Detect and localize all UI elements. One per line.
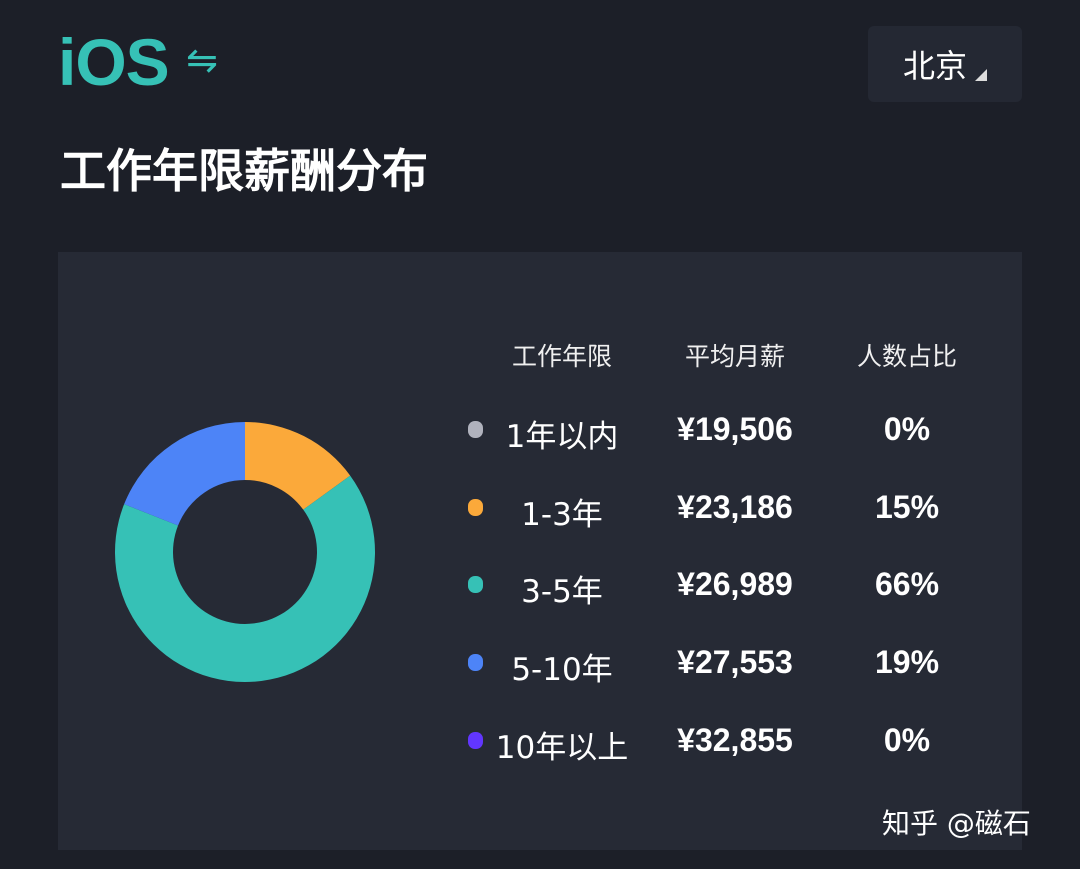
- legend-dot: [468, 499, 483, 516]
- share-cell: 15%: [874, 489, 940, 525]
- years-cell: 10年以上: [495, 730, 629, 766]
- donut-slice-5-10年: [124, 422, 245, 526]
- years-cell: 1-3年: [521, 497, 603, 533]
- legend-dot: [468, 732, 483, 749]
- legend-dot: [468, 421, 483, 438]
- donut-slice-1-3年: [245, 422, 351, 510]
- legend-dot: [468, 576, 483, 593]
- share-cell: 19%: [874, 644, 940, 680]
- dropdown-triangle-icon: [975, 69, 987, 81]
- city-dropdown[interactable]: 北京: [868, 26, 1022, 102]
- table-row: 1年以内 ¥19,506 0%: [0, 405, 1080, 455]
- table-row: 10年以上 ¥32,855 0%: [0, 716, 1080, 766]
- header-years: 工作年限: [511, 342, 612, 371]
- header-salary: 平均月薪: [684, 342, 785, 371]
- share-cell: 0%: [883, 722, 931, 758]
- salary-cell: ¥23,186: [677, 489, 793, 525]
- chart-card: [58, 252, 1022, 850]
- donut-slice-3-5年: [115, 475, 375, 682]
- legend-dot: [468, 654, 483, 671]
- salary-cell: ¥27,553: [677, 644, 793, 680]
- table-row: 5-10年 ¥27,553 19%: [0, 638, 1080, 688]
- table-row: 1-3年 ¥23,186 15%: [0, 483, 1080, 533]
- watermark: 知乎 @磁石: [882, 807, 1031, 840]
- donut-chart: [115, 422, 375, 682]
- app-title: iOS: [58, 25, 170, 99]
- salary-cell: ¥26,989: [677, 566, 793, 602]
- table-row: 3-5年 ¥26,989 66%: [0, 560, 1080, 610]
- salary-cell: ¥19,506: [677, 411, 793, 447]
- share-cell: 0%: [883, 411, 931, 447]
- years-cell: 1年以内: [505, 419, 619, 455]
- salary-cell: ¥32,855: [677, 722, 793, 758]
- share-cell: 66%: [874, 566, 940, 602]
- city-label: 北京: [902, 47, 967, 85]
- swap-arrows-icon[interactable]: ⇋: [186, 38, 218, 82]
- years-cell: 3-5年: [521, 574, 603, 610]
- page-title: 工作年限薪酬分布: [60, 144, 428, 198]
- years-cell: 5-10年: [511, 652, 613, 688]
- header-share: 人数占比: [856, 342, 957, 371]
